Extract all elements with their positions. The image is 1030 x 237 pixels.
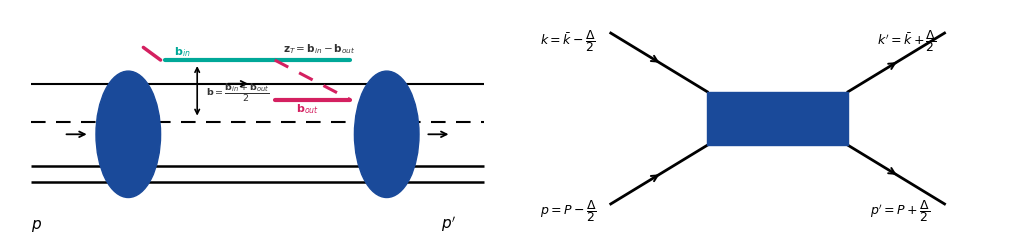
- Text: $\mathbf{b} = \dfrac{\mathbf{b}_{in}+\mathbf{b}_{out}}{2}$: $\mathbf{b} = \dfrac{\mathbf{b}_{in}+\ma…: [206, 81, 269, 104]
- Text: $p = P - \dfrac{\Delta}{2}$: $p = P - \dfrac{\Delta}{2}$: [540, 198, 596, 224]
- Text: $\mathbf{b}_{in}$: $\mathbf{b}_{in}$: [173, 45, 191, 59]
- Text: $\mathbf{b}_{out}$: $\mathbf{b}_{out}$: [297, 102, 319, 116]
- Text: $p$: $p$: [31, 218, 42, 234]
- Text: $p' = P + \dfrac{\Delta}{2}$: $p' = P + \dfrac{\Delta}{2}$: [870, 198, 930, 224]
- Ellipse shape: [354, 71, 419, 197]
- Text: $p'$: $p'$: [441, 214, 456, 234]
- Text: $k = \bar{k} - \dfrac{\Delta}{2}$: $k = \bar{k} - \dfrac{\Delta}{2}$: [540, 28, 595, 54]
- Ellipse shape: [96, 71, 161, 197]
- Bar: [708, 92, 848, 145]
- Text: $k' = \bar{k} + \dfrac{\Delta}{2}$: $k' = \bar{k} + \dfrac{\Delta}{2}$: [877, 28, 936, 54]
- Text: $\mathbf{z}_T = \mathbf{b}_{in} - \mathbf{b}_{out}$: $\mathbf{z}_T = \mathbf{b}_{in} - \mathb…: [283, 42, 355, 56]
